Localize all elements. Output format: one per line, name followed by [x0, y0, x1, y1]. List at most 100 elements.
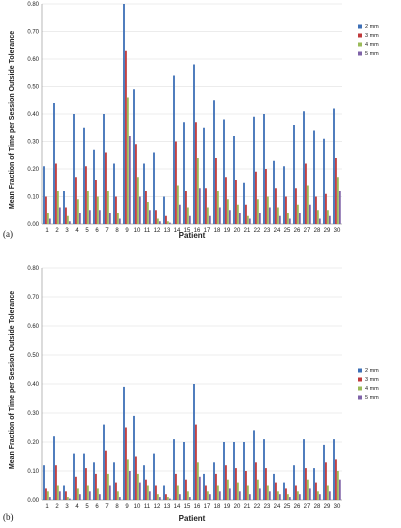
x-tick-label: 19 [224, 228, 231, 234]
x-tick-label: 26 [294, 228, 301, 234]
bar-2mm-patient-29 [323, 138, 325, 224]
bar-5mm-patient-26 [298, 213, 301, 224]
x-tick-label: 11 [144, 504, 151, 510]
x-tick-label: 29 [324, 504, 331, 510]
chart-panel-1: 0.000.100.200.300.400.500.600.700.801 2 3 4… [3, 2, 379, 240]
x-tick-label: 9 [125, 228, 129, 234]
bar-5mm-patient-15 [188, 215, 191, 224]
bar-5mm-patient-12 [158, 221, 161, 224]
bar-3mm-patient-29 [325, 193, 327, 224]
bar-5mm-patient-11 [148, 210, 151, 224]
bar-4mm-patient-26 [297, 491, 299, 500]
bar-2mm-patient-12 [153, 453, 155, 500]
bar-3mm-patient-22 [255, 171, 257, 224]
bar-5mm-patient-2 [58, 491, 61, 500]
bar-4mm-patient-23 [267, 485, 269, 500]
bar-4mm-patient-19 [227, 199, 229, 224]
bar-3mm-patient-22 [255, 462, 257, 500]
x-tick-label: 30 [334, 228, 341, 234]
bar-3mm-patient-4 [75, 177, 77, 224]
bar-3mm-patient-1 [45, 488, 47, 500]
bar-2mm-patient-9 [123, 386, 125, 500]
x-tick-label: 5 [85, 504, 89, 510]
bar-5mm-patient-19 [228, 210, 231, 224]
bar-5mm-patient-1 [48, 218, 51, 224]
bar-5mm-patient-20 [238, 491, 241, 500]
bar-2mm-patient-4 [73, 453, 75, 500]
bar-2mm-patient-28 [313, 130, 315, 224]
bar-5mm-patient-13 [168, 498, 171, 500]
y-tick-label: 0.30 [27, 140, 39, 146]
bar-2mm-patient-7 [103, 424, 105, 500]
bar-3mm-patient-7 [105, 450, 107, 500]
bar-4mm-patient-14 [177, 485, 179, 500]
bar-3mm-patient-27 [305, 468, 307, 500]
legend-label: 3 mm [365, 377, 379, 383]
bar-2mm-patient-23 [263, 439, 265, 500]
x-tick-label: 24 [274, 504, 281, 510]
bar-5mm-patient-29 [328, 215, 331, 224]
bar-4mm-patient-4 [77, 199, 79, 224]
bar-4mm-patient-30 [337, 471, 339, 500]
bar-5mm-patient-22 [258, 213, 261, 224]
bar-5mm-patient-10 [138, 196, 141, 224]
bar-4mm-patient-29 [327, 485, 329, 500]
y-axis-label: Mean Fraction of Time per Session Outsid… [9, 291, 16, 469]
x-tick-label: 3 [65, 228, 69, 234]
bar-3mm-patient-17 [205, 485, 207, 500]
bar-2mm-patient-19 [223, 119, 225, 224]
bar-5mm-patient-6 [98, 494, 101, 500]
bar-2mm-patient-24 [273, 473, 275, 500]
bar-5mm-patient-8 [118, 497, 121, 500]
bar-4mm-patient-16 [197, 158, 199, 224]
bar-2mm-patient-27 [303, 439, 305, 500]
bar-5mm-patient-11 [148, 491, 151, 500]
x-tick-label: 25 [284, 504, 291, 510]
x-tick-label: 18 [214, 228, 221, 234]
y-tick-label: 0.60 [27, 57, 39, 63]
bar-2mm-patient-13 [163, 485, 165, 500]
x-tick-label: 7 [105, 228, 109, 234]
bar-4mm-patient-19 [227, 479, 229, 500]
x-tick-label: 16 [194, 504, 201, 510]
bar-3mm-patient-11 [145, 191, 147, 224]
bar-5mm-patient-6 [98, 210, 101, 224]
bar-5mm-patient-14 [178, 494, 181, 500]
x-tick-label: 26 [294, 504, 301, 510]
y-tick-label: 0.70 [27, 295, 39, 301]
bar-2mm-patient-11 [143, 163, 145, 224]
x-tick-label: 21 [244, 228, 251, 234]
bar-2mm-patient-3 [63, 485, 65, 500]
x-tick-label: 8 [115, 504, 119, 510]
bar-3mm-patient-12 [155, 210, 157, 224]
bar-5mm-patient-3 [68, 221, 71, 224]
bar-3mm-patient-15 [185, 479, 187, 500]
x-tick-label: 23 [264, 504, 271, 510]
bar-2mm-patient-16 [193, 64, 195, 224]
bar-2mm-patient-28 [313, 468, 315, 500]
bar-4mm-patient-2 [57, 191, 59, 224]
bar-2mm-patient-1 [43, 166, 45, 224]
bar-5mm-patient-26 [298, 494, 301, 500]
bar-2mm-patient-16 [193, 384, 195, 500]
bar-3mm-patient-21 [245, 204, 247, 224]
bar-2mm-patient-10 [133, 415, 135, 500]
bar-5mm-patient-5 [88, 491, 91, 500]
bar-4mm-patient-1 [47, 491, 49, 500]
bar-2mm-patient-2 [53, 103, 55, 224]
x-tick-label: 14 [174, 228, 181, 234]
bar-3mm-patient-21 [245, 471, 247, 500]
bar-5mm-patient-16 [198, 476, 201, 500]
bar-3mm-patient-13 [165, 494, 167, 500]
bar-2mm-patient-14 [173, 439, 175, 500]
bar-5mm-patient-17 [208, 215, 211, 224]
bar-4mm-patient-13 [167, 221, 169, 224]
bar-5mm-patient-10 [138, 482, 141, 500]
y-tick-label: 0.20 [27, 440, 39, 446]
bar-5mm-patient-4 [78, 494, 81, 500]
bar-3mm-patient-7 [105, 152, 107, 224]
bar-2mm-patient-24 [273, 160, 275, 224]
bar-5mm-patient-21 [248, 494, 251, 500]
y-tick-label: 0.00 [27, 498, 39, 504]
